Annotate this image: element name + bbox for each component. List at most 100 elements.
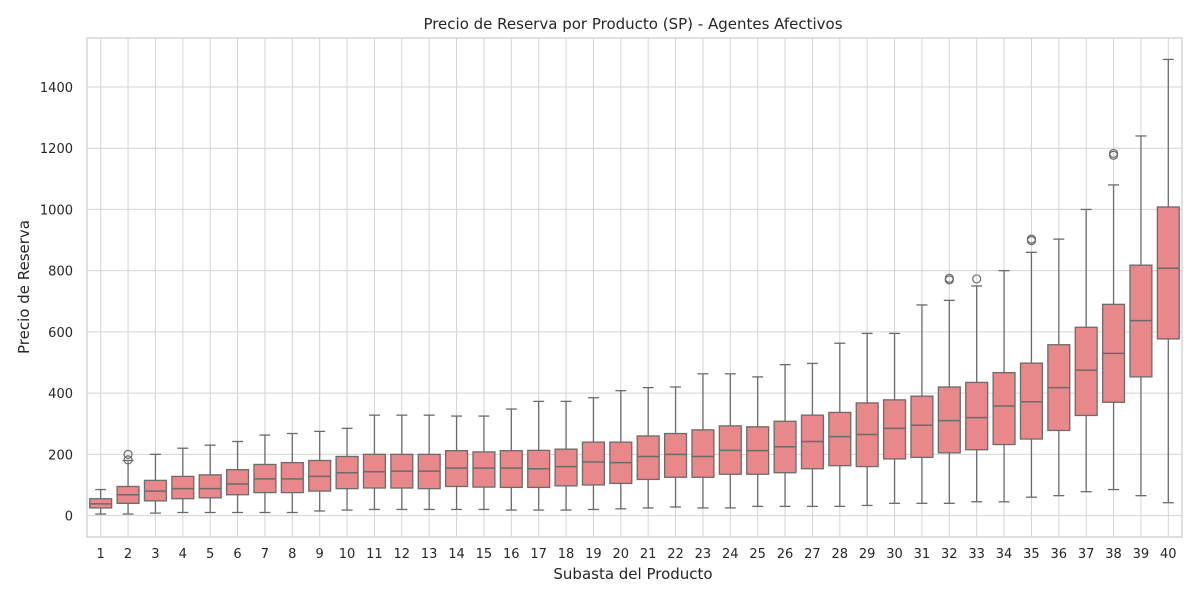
box-1	[89, 488, 113, 515]
x-tick-label: 9	[316, 547, 324, 562]
x-tick-label: 10	[339, 547, 356, 562]
box-9	[308, 430, 332, 512]
box-iqr	[965, 381, 989, 451]
x-tick-label: 15	[476, 547, 493, 562]
box-11	[362, 414, 387, 511]
box-iqr	[225, 469, 250, 496]
outlier-point	[944, 273, 954, 283]
x-tick-label: 16	[503, 547, 520, 562]
x-tick-label: 12	[394, 547, 411, 562]
box-37	[1074, 208, 1098, 493]
box-15	[472, 415, 496, 511]
box-35	[1019, 234, 1044, 498]
box-21	[636, 386, 660, 509]
box-18	[554, 400, 578, 511]
x-axis-label: Subasta del Producto	[553, 565, 712, 583]
x-tick-label: 5	[206, 547, 214, 562]
box-27	[800, 362, 825, 508]
box-iqr	[910, 395, 934, 459]
x-tick-label: 23	[695, 547, 712, 562]
x-tick-label: 27	[804, 547, 821, 562]
x-tick-label: 37	[1078, 547, 1095, 562]
box-36	[1047, 238, 1071, 497]
box-iqr	[691, 429, 715, 478]
x-tick-label: 31	[914, 547, 931, 562]
box-23	[691, 373, 715, 509]
box-20	[609, 390, 633, 510]
x-tick-label: 14	[448, 547, 465, 562]
x-tick-label: 34	[996, 547, 1013, 562]
x-tick-labels: 1 2 3 4 5 6 7 8 9 10 11 12 13 14 15 16 17 18 19 20 21 22 23 24 2…	[97, 547, 1177, 562]
y-tick-label: 1200	[40, 142, 73, 157]
x-tick-label: 7	[261, 547, 269, 562]
x-tick-label: 18	[558, 547, 575, 562]
box-17	[527, 400, 551, 511]
x-tick-label: 33	[968, 547, 985, 562]
outlier-point	[123, 455, 133, 465]
y-tick-label: 800	[48, 265, 73, 280]
x-tick-label: 3	[151, 547, 159, 562]
box-12	[390, 414, 414, 511]
x-tick-label: 22	[667, 547, 684, 562]
x-tick-label: 4	[179, 547, 187, 562]
x-tick-label: 1	[97, 547, 105, 562]
box-14	[444, 415, 469, 511]
x-tick-label: 30	[886, 547, 903, 562]
x-tick-label: 8	[288, 547, 296, 562]
box-iqr	[554, 448, 578, 487]
x-tick-label: 13	[421, 547, 438, 562]
x-tick-label: 19	[585, 547, 602, 562]
box-8	[280, 432, 304, 514]
box-30	[882, 332, 907, 504]
box-28	[828, 342, 852, 508]
box-2	[116, 449, 140, 515]
box-29	[855, 332, 879, 507]
box-19	[581, 397, 606, 511]
box-6	[225, 440, 250, 514]
box-iqr	[171, 475, 195, 500]
box-5	[198, 444, 222, 514]
box-40	[1156, 58, 1180, 504]
y-tick-label: 600	[48, 326, 73, 341]
y-tick-label: 1400	[40, 81, 73, 96]
box-iqr	[828, 411, 852, 467]
y-tick-label: 1000	[40, 203, 73, 218]
box-33	[965, 274, 989, 503]
x-tick-label: 24	[722, 547, 739, 562]
y-tick-label: 400	[48, 387, 73, 402]
box-31	[910, 304, 934, 504]
y-tick-labels: 0 200 400 600 800 1000 1200 1400	[40, 81, 73, 525]
x-tick-label: 38	[1105, 547, 1122, 562]
box-iqr	[499, 450, 523, 489]
plot-area	[86, 37, 1183, 538]
x-tick-label: 21	[640, 547, 657, 562]
box-39	[1129, 135, 1153, 497]
x-tick-label: 6	[233, 547, 241, 562]
outlier-point	[123, 449, 133, 459]
outlier-point	[1026, 234, 1037, 244]
x-tick-label: 25	[749, 547, 766, 562]
x-tick-label: 28	[832, 547, 849, 562]
x-tick-label: 32	[941, 547, 958, 562]
box-iqr	[472, 451, 496, 488]
x-tick-label: 11	[366, 547, 383, 562]
box-iqr	[992, 371, 1016, 446]
box-22	[663, 386, 688, 508]
box-iqr	[636, 435, 660, 481]
box-16	[499, 408, 523, 511]
box-38	[1101, 148, 1126, 491]
box-32	[937, 273, 961, 504]
box-iqr	[581, 441, 606, 486]
x-tick-label: 35	[1023, 547, 1040, 562]
box-iqr	[663, 432, 688, 478]
box-4	[171, 447, 195, 514]
box-layer	[89, 58, 1180, 515]
outlier-point	[972, 274, 982, 284]
box-iqr	[280, 461, 304, 494]
box-13	[417, 414, 441, 511]
box-7	[253, 434, 277, 514]
y-axis-label: Precio de Reserva	[15, 220, 33, 354]
